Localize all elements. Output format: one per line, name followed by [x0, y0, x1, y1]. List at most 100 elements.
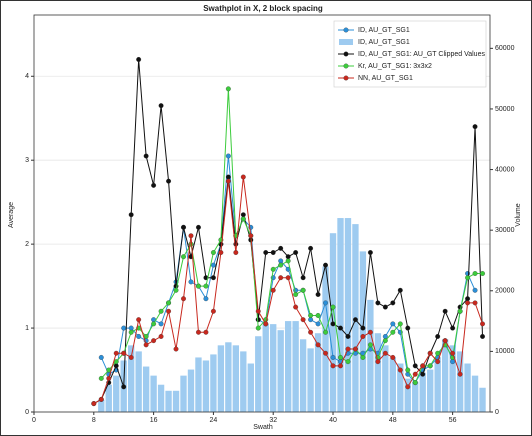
marker: [345, 359, 351, 365]
marker: [308, 313, 314, 318]
marker: [382, 338, 388, 344]
marker: [465, 300, 471, 306]
marker: [375, 359, 381, 365]
marker: [405, 367, 411, 373]
y2-tick-label: 20000: [495, 288, 515, 295]
marker: [367, 250, 373, 255]
bar: [225, 342, 232, 412]
marker: [382, 350, 388, 356]
y-tick-label: 0: [25, 409, 29, 416]
marker: [450, 350, 456, 356]
bar: [441, 339, 449, 412]
marker: [442, 308, 448, 314]
marker: [143, 342, 149, 348]
marker: [330, 321, 336, 327]
marker: [225, 178, 231, 184]
marker: [412, 380, 418, 386]
marker: [315, 321, 321, 327]
bar: [128, 345, 135, 412]
marker: [91, 401, 97, 407]
marker: [255, 325, 261, 331]
y-tick-label: 1: [25, 325, 29, 332]
y-tick-label: 3: [25, 157, 29, 164]
legend-label: NN, AU_GT_SG1: [358, 75, 413, 82]
series-line: [100, 88, 483, 384]
marker: [382, 334, 388, 339]
marker: [121, 384, 127, 390]
y2-tick-label: 40000: [495, 166, 515, 173]
marker: [121, 325, 127, 331]
y2-tick-label: 10000: [495, 348, 515, 355]
marker: [442, 338, 448, 344]
bar: [434, 357, 441, 412]
marker: [323, 329, 328, 335]
bar: [449, 345, 456, 412]
bar: [113, 375, 120, 412]
marker: [225, 153, 231, 159]
x-tick-label: 8: [92, 417, 96, 424]
marker: [450, 359, 456, 365]
marker: [390, 354, 396, 360]
marker: [427, 350, 433, 356]
bar: [277, 330, 284, 412]
bar: [240, 351, 247, 412]
legend-marker: [343, 63, 349, 69]
y2-tick-label: 0: [495, 409, 499, 416]
bar: [98, 399, 105, 412]
marker: [405, 325, 411, 331]
bar: [382, 345, 389, 412]
marker: [196, 283, 201, 289]
marker: [196, 224, 201, 230]
marker: [181, 254, 186, 260]
x-tick-label: 32: [269, 417, 277, 424]
marker: [113, 350, 119, 356]
marker: [113, 363, 119, 369]
y-tick-label: 4: [25, 73, 29, 80]
marker: [285, 275, 291, 281]
marker: [457, 371, 463, 377]
marker: [338, 325, 343, 331]
marker: [397, 321, 403, 327]
marker: [435, 359, 441, 365]
marker: [308, 329, 314, 335]
legend-label: ID, AU_GT_SG1: AU_GT Clipped Values: [358, 51, 485, 58]
marker: [300, 317, 306, 323]
marker: [158, 308, 164, 314]
marker: [278, 275, 284, 281]
marker: [270, 287, 276, 293]
marker: [106, 375, 112, 381]
marker: [203, 283, 209, 289]
marker: [375, 300, 381, 306]
marker: [435, 350, 441, 356]
marker: [367, 329, 373, 335]
marker: [480, 321, 485, 327]
marker: [173, 287, 179, 293]
legend-marker: [343, 75, 349, 81]
marker: [233, 250, 239, 255]
marker: [397, 287, 403, 293]
bar: [180, 375, 187, 412]
marker: [308, 245, 314, 251]
marker: [188, 279, 194, 285]
x-tick-label: 40: [329, 417, 337, 424]
marker: [270, 250, 276, 255]
marker: [360, 334, 366, 339]
marker: [196, 329, 201, 335]
marker: [315, 292, 321, 297]
marker: [345, 346, 351, 352]
bar: [412, 381, 419, 412]
legend-marker: [343, 27, 349, 33]
bar: [210, 354, 217, 412]
bar: [292, 321, 299, 412]
bar: [471, 375, 479, 412]
marker: [338, 363, 343, 369]
marker: [210, 262, 216, 268]
marker: [233, 241, 239, 247]
bar: [232, 345, 240, 412]
bar: [464, 363, 471, 412]
marker: [248, 233, 254, 239]
marker: [360, 325, 366, 331]
marker: [390, 329, 396, 335]
marker: [293, 304, 299, 310]
